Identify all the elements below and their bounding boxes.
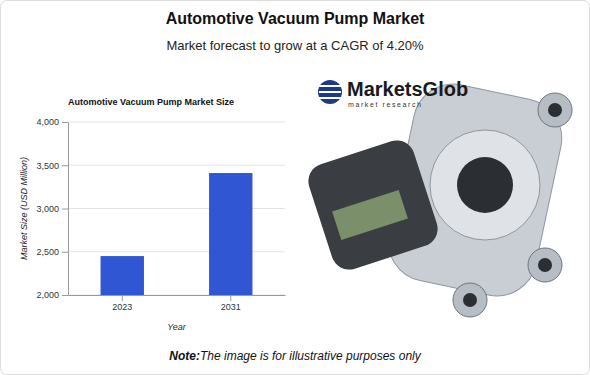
y-tick-mark xyxy=(62,165,68,166)
x-tick-mark xyxy=(122,295,123,301)
pump-mount-hole xyxy=(538,258,552,272)
pump-mount xyxy=(528,248,562,282)
y-tick-label: 2,500 xyxy=(36,247,59,257)
pump-port xyxy=(457,157,513,213)
bars xyxy=(101,173,253,295)
grid-line xyxy=(68,122,285,123)
note: Note:The image is for illustrative purpo… xyxy=(169,349,421,363)
x-tick: 2031 xyxy=(221,295,241,312)
y-tick-label: 3,000 xyxy=(36,204,59,214)
logo-tagline: market research xyxy=(348,101,423,108)
pump-illustration xyxy=(304,77,572,317)
subtitle: Market forecast to grow at a CAGR of 4.2… xyxy=(166,38,424,53)
x-tick: 2023 xyxy=(112,295,132,312)
y-tick: 2,000 xyxy=(36,290,68,300)
y-tick-mark xyxy=(62,122,68,123)
pump-mount xyxy=(538,93,572,127)
logo: MarketsGlobmarket research xyxy=(318,78,468,108)
y-tick-label: 2,000 xyxy=(36,290,59,300)
x-tick-label: 2023 xyxy=(112,302,132,312)
page-border xyxy=(1,1,590,375)
y-tick-label: 4,000 xyxy=(36,117,59,127)
y-axis-line xyxy=(68,123,69,296)
logo-stripe xyxy=(319,85,341,87)
x-axis-title: Year xyxy=(167,322,187,332)
pump-coil xyxy=(332,190,408,240)
x-axis-line xyxy=(69,295,286,296)
y-tick-mark xyxy=(62,252,68,253)
pump-mount-hole xyxy=(548,103,562,117)
y-tick: 4,000 xyxy=(36,117,68,127)
note-text: The image is for illustrative purposes o… xyxy=(200,349,422,363)
bar xyxy=(209,173,252,295)
pump-housing xyxy=(430,130,540,240)
logo-name: MarketsGlob xyxy=(347,78,468,100)
pump-motor xyxy=(304,136,443,275)
logo-stripe xyxy=(319,97,341,99)
pump-mount xyxy=(453,283,487,317)
y-tick-mark xyxy=(62,295,68,296)
x-tick-mark xyxy=(230,295,231,301)
y-axis-title: Market Size (USD Million) xyxy=(19,157,29,260)
x-tick-label: 2031 xyxy=(221,302,241,312)
page: Automotive Vacuum Pump Market Market fore… xyxy=(0,0,590,375)
note-lead: Note: xyxy=(169,349,200,363)
x-axis: 2023 2031 xyxy=(69,295,286,312)
pump-mount-hole xyxy=(463,293,477,307)
chart-title: Automotive Vacuum Pump Market Size xyxy=(68,97,234,107)
y-tick-mark xyxy=(62,209,68,210)
y-tick: 2,500 xyxy=(36,247,68,257)
logo-stripe xyxy=(319,91,341,93)
y-tick: 3,500 xyxy=(36,161,68,171)
y-axis: 2,000 2,500 3,000 3,500 4,000 xyxy=(36,117,68,300)
logo-icon xyxy=(318,80,342,104)
bar xyxy=(101,256,144,295)
y-tick: 3,000 xyxy=(36,204,68,214)
title: Automotive Vacuum Pump Market xyxy=(166,10,425,27)
grid-line xyxy=(68,165,285,166)
y-tick-label: 3,500 xyxy=(36,161,59,171)
grid xyxy=(68,122,285,295)
